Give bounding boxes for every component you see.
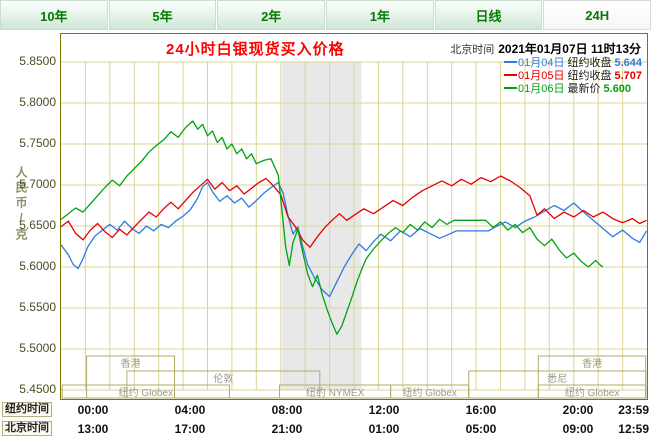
x-tick: 12:00 [368, 403, 400, 417]
legend-date: 01月04日 [517, 57, 565, 69]
x-tick: 13:00 [77, 422, 109, 436]
tab-2y[interactable]: 2年 [217, 0, 326, 30]
x-axis-newyork: 纽约时间 00:00 04:00 08:00 12:00 16:00 20:00… [0, 401, 651, 419]
y-axis-label: 5.8000 [19, 95, 56, 109]
x-tick: 09:00 [562, 422, 594, 436]
tab-5y[interactable]: 5年 [108, 0, 217, 30]
legend-row-jan04: 01月04日 纽约收盘 5.644 [503, 57, 642, 70]
y-axis-label: 5.8500 [19, 54, 56, 68]
chart-panel: 香港 伦敦 纽约 Globex 纽约 NYMEX 纽约 Globex 悉尼 香港 纽约 Glo… [60, 33, 648, 400]
svg-text:纽约 NYMEX: 纽约 NYMEX [306, 386, 365, 399]
svg-text:香港: 香港 [582, 358, 602, 370]
legend-line-swatch-blue [503, 61, 517, 63]
y-axis-unit: 人民币/克 [14, 166, 28, 243]
y-axis-label: 5.4500 [19, 382, 56, 396]
legend-desc: 纽约收盘 [567, 57, 612, 69]
legend-row-jan06: 01月06日 最新价 5.600 [503, 83, 642, 96]
x-tick: 04:00 [174, 403, 206, 417]
chart-title: 24小时白银现货买入价格 [166, 41, 345, 58]
svg-text:悉尼: 悉尼 [547, 373, 567, 385]
legend-desc: 纽约收盘 [567, 70, 612, 82]
legend-value: 5.707 [614, 70, 642, 82]
beijing-clock: 北京时间 2021年01月07日 11时13分 [450, 40, 641, 57]
svg-text:纽约 Globex: 纽约 Globex [119, 386, 173, 399]
x-tick: 05:00 [465, 422, 497, 436]
x-tick: 08:00 [271, 403, 303, 417]
chart-legend: 01月04日 纽约收盘 5.644 01月05日 纽约收盘 5.707 01月06日 最新… [503, 57, 642, 96]
tab-daily[interactable]: 日线 [434, 0, 543, 30]
svg-text:纽约 Globex: 纽约 Globex [402, 386, 456, 399]
tab-1y[interactable]: 1年 [326, 0, 434, 30]
svg-text:伦敦: 伦敦 [213, 372, 233, 385]
svg-text:纽约 Globex: 纽约 Globex [565, 386, 619, 399]
legend-value: 5.600 [603, 83, 631, 95]
legend-line-swatch-red [503, 74, 517, 76]
tab-10y[interactable]: 10年 [0, 0, 108, 30]
x-tick: 17:00 [174, 422, 206, 436]
y-axis-label: 5.7500 [19, 136, 56, 150]
y-axis-label: 5.5500 [19, 300, 56, 314]
y-axis-label: 5.6500 [19, 218, 56, 232]
legend-value: 5.644 [614, 57, 642, 69]
y-axis-label: 5.7000 [19, 177, 56, 191]
x-tick: 12:59 [618, 422, 649, 436]
beijing-time-label: 北京时间 [2, 421, 52, 436]
legend-row-jan05: 01月05日 纽约收盘 5.707 [503, 70, 642, 83]
beijing-clock-label: 北京时间 [450, 44, 495, 56]
x-tick: 23:59 [618, 403, 649, 417]
tab-24h[interactable]: 24H [543, 0, 651, 30]
svg-text:香港: 香港 [121, 358, 141, 370]
x-tick: 21:00 [271, 422, 303, 436]
x-tick: 16:00 [465, 403, 497, 417]
legend-desc: 最新价 [567, 83, 601, 95]
legend-date: 01月06日 [517, 83, 565, 95]
period-tab-bar: 10年 5年 2年 1年 日线 24H [0, 0, 651, 30]
newyork-time-label: 纽约时间 [2, 402, 52, 417]
x-tick: 20:00 [562, 403, 594, 417]
legend-date: 01月05日 [517, 70, 565, 82]
x-tick: 00:00 [77, 403, 109, 417]
x-axis-beijing: 北京时间 13:00 17:00 21:00 01:00 05:00 09:00… [0, 420, 651, 438]
legend-line-swatch-green [503, 87, 517, 89]
x-tick: 01:00 [368, 422, 400, 436]
y-axis-label: 5.5000 [19, 341, 56, 355]
beijing-clock-value: 2021年01月07日 11时13分 [498, 42, 641, 56]
y-axis-label: 5.6000 [19, 259, 56, 273]
